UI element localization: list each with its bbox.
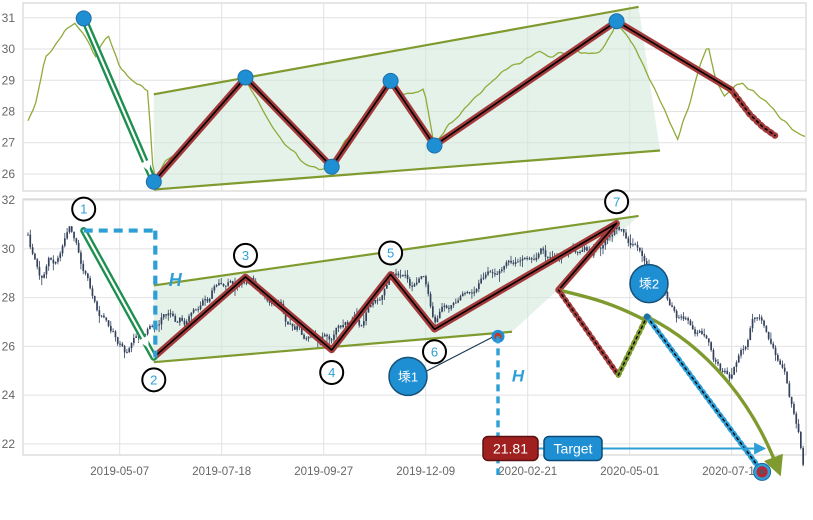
svg-text:28: 28: [2, 104, 16, 118]
svg-text:27: 27: [2, 136, 16, 150]
svg-text:H: H: [512, 366, 525, 385]
svg-text:H: H: [169, 270, 183, 290]
svg-text:2020-05-01: 2020-05-01: [600, 466, 659, 478]
svg-text:22: 22: [2, 437, 16, 451]
svg-text:26: 26: [2, 339, 16, 353]
svg-text:24: 24: [2, 388, 16, 402]
svg-text:2019-12-09: 2019-12-09: [396, 466, 455, 478]
svg-text:塖2: 塖2: [639, 277, 659, 292]
svg-text:6: 6: [431, 344, 438, 359]
svg-text:塖1: 塖1: [398, 369, 418, 384]
svg-text:2019-07-18: 2019-07-18: [192, 466, 251, 478]
svg-text:2: 2: [150, 372, 157, 387]
svg-text:31: 31: [2, 11, 16, 25]
svg-text:2019-05-07: 2019-05-07: [90, 466, 149, 478]
svg-text:1: 1: [80, 202, 87, 217]
svg-text:30: 30: [2, 242, 16, 256]
svg-text:28: 28: [2, 291, 16, 305]
svg-text:29: 29: [2, 73, 16, 87]
svg-text:2020-02-21: 2020-02-21: [498, 466, 557, 478]
svg-text:32: 32: [2, 193, 16, 207]
svg-text:2020-07-10: 2020-07-10: [702, 466, 761, 478]
svg-text:21.81: 21.81: [493, 440, 528, 456]
svg-text:4: 4: [328, 365, 335, 380]
svg-text:Target: Target: [554, 440, 593, 456]
svg-text:2019-09-27: 2019-09-27: [294, 466, 353, 478]
svg-text:3: 3: [242, 248, 249, 263]
svg-text:5: 5: [387, 245, 394, 260]
svg-text:26: 26: [2, 167, 16, 181]
svg-text:7: 7: [613, 194, 620, 209]
svg-text:30: 30: [2, 42, 16, 56]
